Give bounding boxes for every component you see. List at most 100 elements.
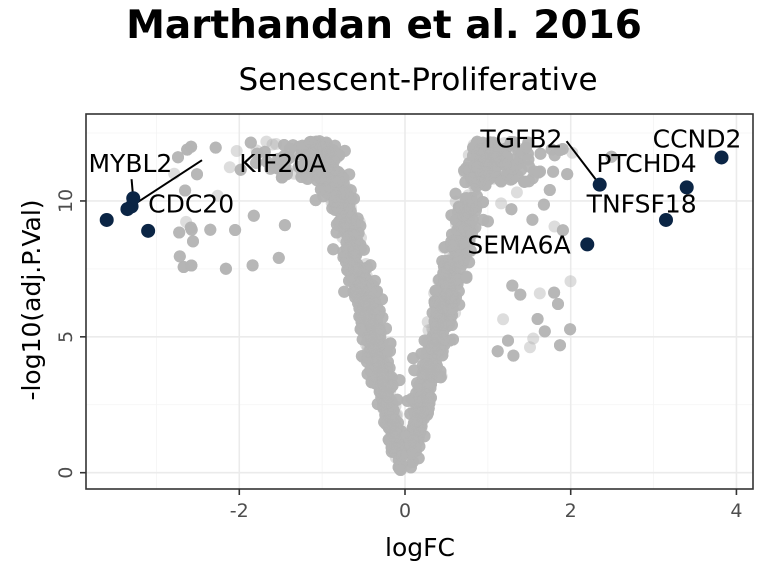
background-point [312,144,325,157]
background-point [480,147,493,160]
background-point [358,310,371,323]
background-point [484,165,497,178]
background-point [347,259,360,272]
background-point [473,143,486,156]
background-point [367,330,380,343]
background-point [317,141,330,154]
background-point [355,315,368,328]
background-point [372,361,385,374]
background-point [510,186,523,199]
background-point [428,295,441,308]
background-point [439,309,452,322]
background-point [407,422,420,435]
background-point [531,313,544,325]
background-point [416,410,429,423]
background-point [364,309,377,322]
background-point [357,299,370,312]
background-point [369,361,381,374]
background-point [449,274,462,287]
background-point [377,396,390,408]
background-point [467,175,480,187]
background-point [422,342,435,355]
background-point [416,395,429,407]
background-point [374,365,387,378]
background-point [390,443,403,456]
background-point [389,437,401,450]
background-point [445,239,458,252]
background-point [409,416,422,429]
background-point [547,165,560,178]
background-point [394,457,407,470]
background-point [421,362,434,375]
background-point [514,288,527,301]
background-point [367,344,380,357]
background-point [328,163,341,176]
background-point [375,376,388,389]
background-point [419,372,432,384]
background-point [418,353,431,366]
background-point [355,262,368,275]
background-point [307,159,320,172]
background-point [459,208,472,220]
background-point [488,150,500,163]
background-point [323,157,336,170]
background-point [356,288,369,301]
background-point [359,272,372,285]
background-point [329,152,342,165]
background-point [408,440,421,453]
background-point [363,316,376,329]
background-point [325,169,338,182]
background-point [362,347,374,359]
grid-lines [86,114,753,489]
background-point [363,312,376,325]
background-point [477,196,489,209]
background-point [463,233,476,246]
background-point [364,307,377,320]
background-point [514,288,527,301]
background-point [358,311,371,324]
background-point [327,190,340,203]
background-point [319,148,332,161]
background-point [371,334,384,346]
background-point [435,370,448,383]
background-point [387,416,400,429]
chart-title: Marthandan et al. 2016 [126,3,642,48]
background-point [394,459,407,472]
background-point [459,247,472,260]
background-point [389,414,402,427]
background-point [421,362,434,375]
background-point [362,329,375,342]
background-point [280,164,293,177]
background-point [408,364,421,377]
background-point [353,302,366,315]
background-point [347,253,360,266]
background-point [410,415,423,428]
background-point [476,144,488,157]
background-point [414,386,427,399]
background-point [373,381,386,394]
background-point [482,158,495,171]
background-point [319,183,332,196]
background-point [334,220,347,233]
background-point [478,154,491,167]
background-point [440,261,453,274]
background-point [300,172,313,185]
background-point [378,395,391,407]
background-point [458,220,471,233]
background-point [363,326,376,339]
background-point [323,159,336,172]
background-point [173,250,186,263]
background-point [396,449,409,462]
background-point [436,337,449,350]
background-point [458,229,471,242]
background-point [360,300,373,313]
background-point [430,306,443,319]
background-point [326,165,338,178]
background-point [314,183,327,196]
background-point [375,379,388,392]
background-point [393,439,406,452]
background-point [328,175,341,188]
background-point [391,435,404,448]
background-point [373,339,385,352]
background-point [426,360,439,373]
